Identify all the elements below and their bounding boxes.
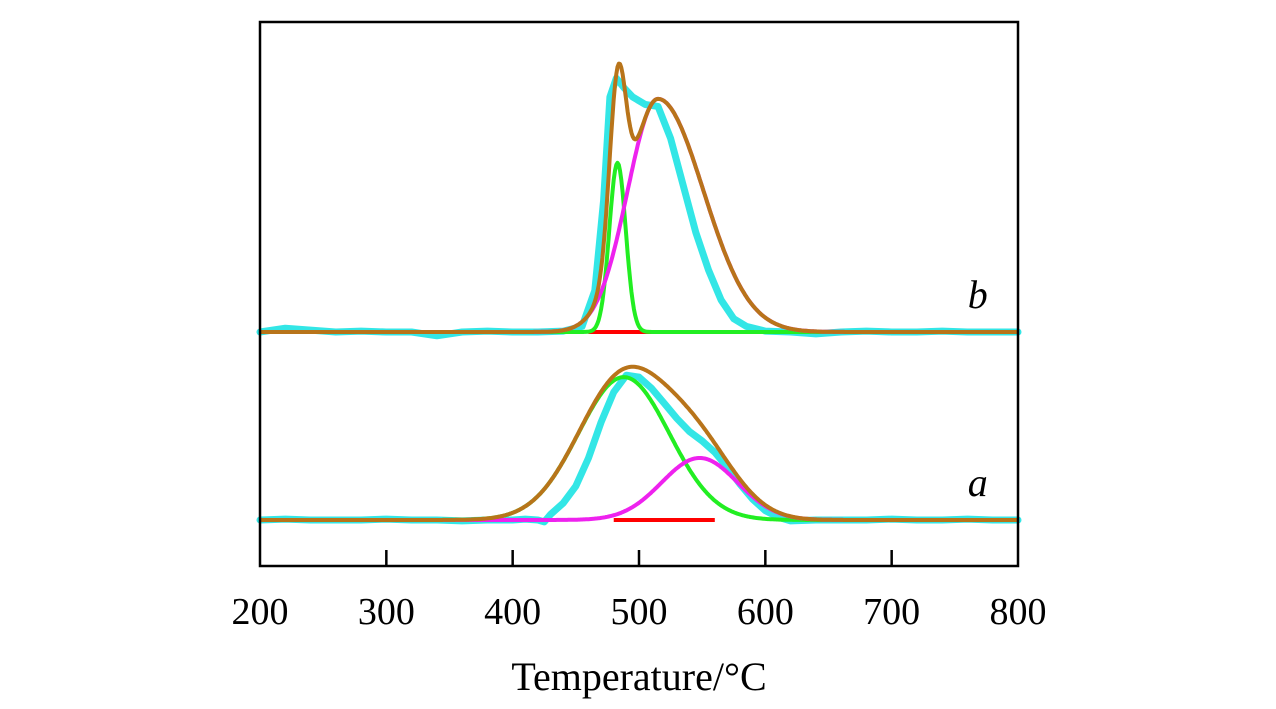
curve-labels: ba [968,272,988,505]
fit-envelope-b [259,61,1019,334]
curve-label-a: a [968,460,988,505]
x-tick-label-700: 700 [863,591,920,633]
x-tick-label-300: 300 [358,591,415,633]
x-tick-label-800: 800 [990,591,1047,633]
x-axis-ticks [385,550,893,566]
curve-label-b: b [968,272,988,317]
measured-signal-b [256,74,1022,340]
curves-layer [256,61,1022,526]
fit-envelope-a [259,364,1019,522]
curve-b [256,61,1022,340]
x-tick-label-200: 200 [232,591,289,633]
x-tick-label-400: 400 [484,591,541,633]
fit-peak-low-a [259,375,1019,522]
fit-peak-high-a [259,456,1019,522]
fit-peak-low-b [259,160,1019,334]
measured-signal-a [256,371,1022,526]
x-tick-label-500: 500 [611,591,668,633]
curve-a [256,364,1022,526]
x-axis-tick-labels: 200 300 400 500 600 700 800 [232,591,1047,633]
x-tick-label-600: 600 [737,591,794,633]
x-axis-title: Temperature/°C [511,654,766,699]
